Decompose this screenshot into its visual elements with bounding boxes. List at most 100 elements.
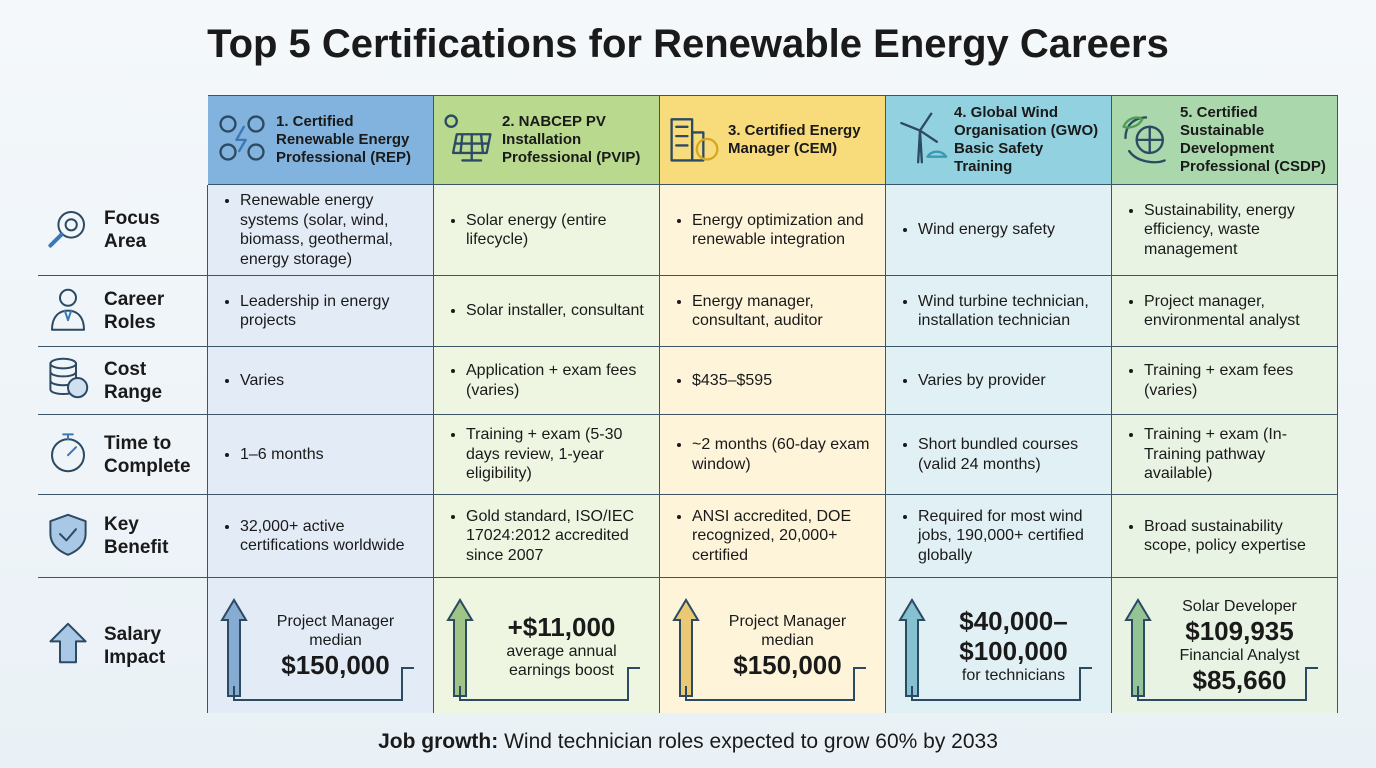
corner bbox=[38, 95, 208, 185]
cell-list: Training + exam (5-30 days review, 1-yea… bbox=[434, 425, 659, 484]
cell-list: $435–$595 bbox=[660, 371, 780, 391]
cell-text: Energy manager, consultant, auditor bbox=[692, 292, 877, 331]
row-label: Time to Complete bbox=[104, 432, 191, 477]
salary-cell: Project Manager median $150,000 bbox=[660, 578, 886, 713]
cell-text: ANSI accredited, DOE recognized, 20,000+… bbox=[692, 507, 877, 566]
cell-text: Energy optimization and renewable integr… bbox=[692, 211, 877, 250]
cell-text: Renewable energy systems (solar, wind, b… bbox=[240, 191, 425, 269]
table-cell: Training + exam (5-30 days review, 1-yea… bbox=[434, 415, 660, 495]
cell-list: Solar installer, consultant bbox=[434, 301, 652, 321]
column-title: 3. Certified Energy Manager (CEM) bbox=[728, 122, 861, 157]
column-title: 1. Certified Renewable Energy Profession… bbox=[276, 113, 412, 166]
row-icon bbox=[44, 285, 92, 338]
row-label: Salary Impact bbox=[104, 623, 166, 668]
cell-list: Short bundled courses (valid 24 months) bbox=[886, 435, 1111, 474]
cell-text: Application + exam fees (varies) bbox=[466, 361, 651, 400]
header-icon bbox=[1118, 110, 1174, 171]
cell-text: Broad sustainability scope, policy exper… bbox=[1144, 517, 1329, 556]
cell-text: Leadership in energy projects bbox=[240, 292, 425, 331]
row-label: Key Benefit bbox=[104, 514, 169, 558]
row-label-cell: Cost Range bbox=[38, 347, 208, 415]
table-cell: Solar installer, consultant bbox=[434, 276, 660, 347]
cell-list: Energy optimization and renewable integr… bbox=[660, 211, 885, 250]
cell-list: Solar energy (entire lifecycle) bbox=[434, 211, 659, 250]
cell-text: Sustainability, energy efficiency, waste… bbox=[1144, 201, 1329, 260]
table-cell: Sustainability, energy efficiency, waste… bbox=[1112, 185, 1338, 276]
footer: Job growth: Wind technician roles expect… bbox=[0, 730, 1376, 754]
salary-figure: $85,660 bbox=[1192, 664, 1287, 695]
salary-cell: Project Manager median $150,000 bbox=[208, 578, 434, 713]
cell-list: Varies bbox=[208, 371, 292, 391]
cell-text: Wind energy safety bbox=[918, 220, 1055, 240]
salary-note: average annual earnings boost bbox=[506, 642, 617, 679]
row-label: Cost Range bbox=[104, 358, 163, 403]
cell-text: 32,000+ active certifications worldwide bbox=[240, 517, 425, 556]
salary-cell: $40,000–$100,000 for technicians bbox=[886, 578, 1112, 713]
row-icon bbox=[44, 428, 92, 481]
salary-note: Project Manager median bbox=[728, 612, 847, 649]
footer-text: Wind technician roles expected to grow 6… bbox=[504, 730, 998, 753]
table-cell: 32,000+ active certifications worldwide bbox=[208, 495, 434, 578]
row-icon bbox=[44, 354, 92, 407]
header-icon bbox=[892, 110, 948, 171]
cell-text: Project manager, environmental analyst bbox=[1144, 292, 1329, 331]
column-header: 4. Global Wind Organisation (GWO) Basic … bbox=[886, 95, 1112, 185]
cell-text: Wind turbine technician, installation te… bbox=[918, 292, 1103, 331]
table-cell: Energy optimization and renewable integr… bbox=[660, 185, 886, 276]
table-cell: Training + exam fees (varies) bbox=[1112, 347, 1338, 415]
column-header: 2. NABCEP PV Installation Professional (… bbox=[434, 95, 660, 185]
cell-list: Project manager, environmental analyst bbox=[1112, 292, 1337, 331]
cell-text: Solar installer, consultant bbox=[466, 301, 644, 321]
cell-text: Solar energy (entire lifecycle) bbox=[466, 211, 651, 250]
row-icon bbox=[44, 510, 92, 563]
cell-list: Broad sustainability scope, policy exper… bbox=[1112, 517, 1337, 556]
column-title: 2. NABCEP PV Installation Professional (… bbox=[502, 113, 641, 166]
table-cell: Wind energy safety bbox=[886, 185, 1112, 276]
table-cell: Project manager, environmental analyst bbox=[1112, 276, 1338, 347]
table-cell: Solar energy (entire lifecycle) bbox=[434, 185, 660, 276]
column-header: 3. Certified Energy Manager (CEM) bbox=[660, 95, 886, 185]
header-icon bbox=[214, 110, 270, 171]
footer-lead: Job growth: bbox=[378, 730, 499, 753]
table-cell: Training + exam (In-Training pathway ava… bbox=[1112, 415, 1338, 495]
table-cell: Varies by provider bbox=[886, 347, 1112, 415]
cell-list: Leadership in energy projects bbox=[208, 292, 433, 331]
table-cell: Application + exam fees (varies) bbox=[434, 347, 660, 415]
row-label: Career Roles bbox=[104, 289, 165, 333]
cell-list: Wind turbine technician, installation te… bbox=[886, 292, 1111, 331]
cell-text: ~2 months (60-day exam window) bbox=[692, 435, 877, 474]
header-icon bbox=[666, 110, 722, 171]
table-cell: $435–$595 bbox=[660, 347, 886, 415]
salary-figure: $109,935 bbox=[1185, 615, 1294, 646]
cell-list: Energy manager, consultant, auditor bbox=[660, 292, 885, 331]
salary-figure: $40,000–$100,000 bbox=[959, 606, 1068, 666]
cell-text: Training + exam fees (varies) bbox=[1144, 361, 1329, 400]
cell-text: Training + exam (In-Training pathway ava… bbox=[1144, 425, 1329, 484]
cell-list: Training + exam fees (varies) bbox=[1112, 361, 1337, 400]
cell-list: Sustainability, energy efficiency, waste… bbox=[1112, 201, 1337, 260]
cell-list: Varies by provider bbox=[886, 371, 1054, 391]
row-label-cell: Salary Impact bbox=[38, 578, 208, 713]
table-cell: Broad sustainability scope, policy exper… bbox=[1112, 495, 1338, 578]
table-cell: ANSI accredited, DOE recognized, 20,000+… bbox=[660, 495, 886, 578]
column-header: 1. Certified Renewable Energy Profession… bbox=[208, 95, 434, 185]
cell-list: Training + exam (In-Training pathway ava… bbox=[1112, 425, 1337, 484]
header-icon bbox=[440, 110, 496, 171]
table-cell: Short bundled courses (valid 24 months) bbox=[886, 415, 1112, 495]
cell-list: Required for most wind jobs, 190,000+ ce… bbox=[886, 507, 1111, 566]
row-label: Focus Area bbox=[104, 208, 160, 252]
salary-note: Solar Developer bbox=[1182, 597, 1297, 615]
cell-text: Varies by provider bbox=[918, 371, 1046, 391]
row-label-cell: Key Benefit bbox=[38, 495, 208, 578]
table-cell: Gold standard, ISO/IEC 17024:2012 accred… bbox=[434, 495, 660, 578]
table-cell: 1–6 months bbox=[208, 415, 434, 495]
table-cell: Energy manager, consultant, auditor bbox=[660, 276, 886, 347]
salary-figure: $150,000 bbox=[281, 649, 390, 680]
table-cell: Varies bbox=[208, 347, 434, 415]
cell-text: Gold standard, ISO/IEC 17024:2012 accred… bbox=[466, 507, 651, 566]
row-label-cell: Time to Complete bbox=[38, 415, 208, 495]
cell-list: 1–6 months bbox=[208, 445, 332, 465]
row-icon bbox=[44, 619, 92, 672]
cell-list: Renewable energy systems (solar, wind, b… bbox=[208, 191, 433, 269]
